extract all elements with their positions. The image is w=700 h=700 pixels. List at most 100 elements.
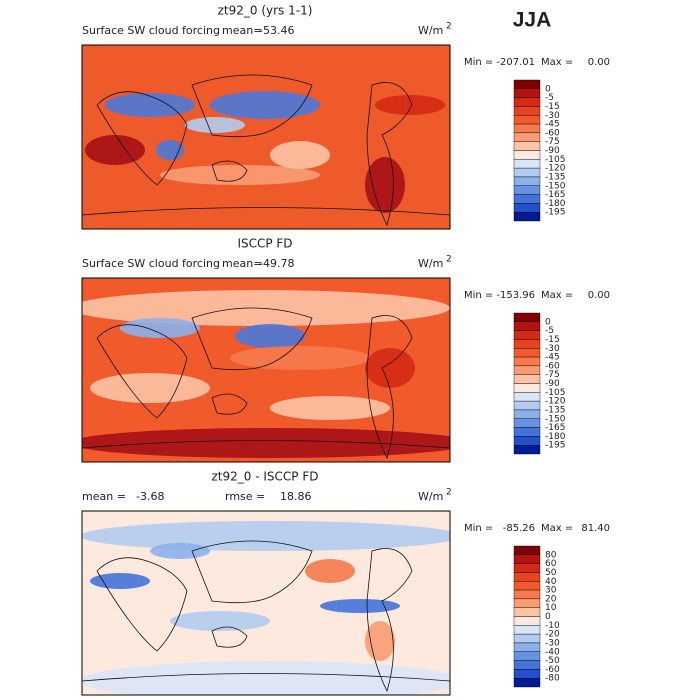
colorbar-box xyxy=(513,79,541,90)
map-field xyxy=(82,511,450,695)
colorbar-box xyxy=(513,150,541,160)
colorbar-label: 30 xyxy=(545,586,557,596)
colorbar-box xyxy=(513,598,541,608)
colorbar-label: -60 xyxy=(545,665,560,675)
colorbar-label: 0 xyxy=(545,84,551,94)
colorbar-label: -75 xyxy=(545,137,560,147)
colorbar-box xyxy=(513,581,541,591)
colorbar-label: -15 xyxy=(545,102,560,112)
colorbar-label: -105 xyxy=(545,388,565,398)
mean-value: -3.68 xyxy=(136,490,164,503)
colorbar-box xyxy=(513,330,541,340)
map-region xyxy=(375,95,445,115)
colorbar-box xyxy=(513,427,541,437)
colorbar-label: 50 xyxy=(545,568,557,578)
colorbar-box xyxy=(513,545,541,556)
colorbar-box xyxy=(513,607,541,617)
units-power: 2 xyxy=(446,255,452,265)
mean-label: mean= xyxy=(222,257,262,270)
colorbar-label: -90 xyxy=(545,379,560,389)
map-region xyxy=(82,290,450,326)
map xyxy=(81,277,451,463)
map-region xyxy=(120,318,200,338)
colorbar-label: -120 xyxy=(545,164,566,174)
colorbar-box xyxy=(513,633,541,644)
max-label: Max = xyxy=(541,523,573,534)
colorbar-box xyxy=(513,436,541,446)
colorbar-label: 0 xyxy=(545,317,551,327)
min-label: Min = xyxy=(464,57,493,68)
max-value: 81.40 xyxy=(581,523,610,534)
colorbar-box xyxy=(513,141,541,151)
map-frame xyxy=(81,277,451,463)
map-region xyxy=(105,93,195,117)
map-region xyxy=(150,543,210,559)
colorbar-box xyxy=(513,669,541,679)
colorbar-label: -105 xyxy=(545,155,565,165)
map-region xyxy=(305,559,355,583)
max-label: Max = xyxy=(541,57,573,68)
mean-label: mean= xyxy=(222,24,262,37)
colorbar-box xyxy=(513,211,541,222)
map-region xyxy=(185,117,245,133)
panel-title: zt92_0 - ISCCP FD xyxy=(212,470,319,484)
units: W/m xyxy=(418,24,443,37)
mean-value: -49.78 xyxy=(259,257,294,270)
colorbar-box xyxy=(513,374,541,384)
colorbar-box xyxy=(513,625,541,635)
map-region xyxy=(270,141,330,169)
coastline xyxy=(82,307,450,460)
colorbar-label: -60 xyxy=(545,128,560,138)
map-region xyxy=(82,521,450,551)
units: W/m xyxy=(418,490,443,503)
map xyxy=(81,44,451,230)
colorbar-label: -180 xyxy=(545,432,566,442)
coastline xyxy=(82,74,450,227)
map-region xyxy=(85,135,145,165)
colorbar-label: -30 xyxy=(545,344,560,354)
rmse-label: rmse = xyxy=(225,490,265,503)
colorbar-label: -75 xyxy=(545,370,560,380)
colorbar-box xyxy=(513,312,541,323)
colorbar-label: -135 xyxy=(545,172,565,182)
colorbar-box xyxy=(513,418,541,428)
map-region xyxy=(90,373,210,403)
units-power: 2 xyxy=(446,488,452,498)
colorbar-label: 20 xyxy=(545,594,557,604)
map-region xyxy=(365,348,415,388)
colorbar-box xyxy=(513,563,541,573)
min-value: -153.96 xyxy=(496,290,535,301)
colorbar-box xyxy=(513,123,541,134)
variable-name: Surface SW cloud forcing xyxy=(82,24,220,37)
max-value: 0.00 xyxy=(588,290,610,301)
units: W/m xyxy=(418,257,443,270)
colorbar-label: -80 xyxy=(545,674,560,684)
colorbar-label: -30 xyxy=(545,638,560,648)
min-value: -85.26 xyxy=(503,523,535,534)
colorbar-label: 40 xyxy=(545,577,557,587)
coastline xyxy=(82,540,450,693)
map-region xyxy=(230,346,370,370)
panel-title: ISCCP FD xyxy=(237,237,292,251)
map-frame xyxy=(81,44,451,230)
colorbar-box xyxy=(513,572,541,582)
map-frame xyxy=(81,510,451,696)
map-region xyxy=(235,324,305,348)
colorbar-label: -40 xyxy=(545,647,560,657)
map xyxy=(81,510,451,696)
colorbar-label: -165 xyxy=(545,190,565,200)
colorbar-box xyxy=(513,167,541,178)
colorbar-box xyxy=(513,194,541,204)
max-label: Max = xyxy=(541,290,573,301)
map-region xyxy=(365,621,395,661)
colorbar-label: -90 xyxy=(545,146,560,156)
map-region xyxy=(90,573,150,589)
colorbar-label: -180 xyxy=(545,199,566,209)
min-value: -207.01 xyxy=(496,57,535,68)
colorbar-label: -135 xyxy=(545,405,565,415)
colorbar-label: -5 xyxy=(545,326,554,336)
colorbar-box xyxy=(513,365,541,375)
variable-name: Surface SW cloud forcing xyxy=(82,257,220,270)
map-region xyxy=(270,396,390,420)
